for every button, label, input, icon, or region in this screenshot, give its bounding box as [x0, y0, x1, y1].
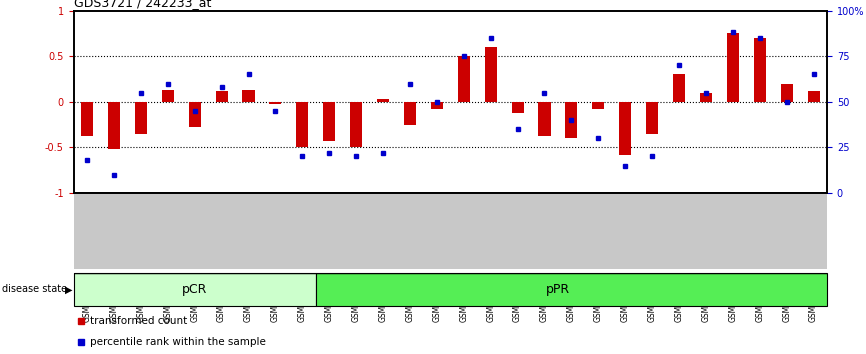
Bar	[296, 102, 308, 147]
Bar	[242, 90, 255, 102]
Bar	[539, 102, 551, 136]
Bar	[619, 102, 631, 155]
Text: ▶: ▶	[65, 284, 73, 295]
Bar	[316, 273, 827, 306]
Text: pCR: pCR	[182, 283, 207, 296]
Bar	[700, 93, 712, 102]
Bar	[727, 33, 739, 102]
Bar	[780, 84, 792, 102]
Bar	[108, 102, 120, 149]
Text: disease state: disease state	[2, 284, 67, 295]
Bar	[135, 102, 147, 134]
Bar	[512, 102, 524, 113]
Bar	[565, 102, 578, 138]
Bar	[74, 273, 316, 306]
Bar	[646, 102, 658, 134]
Bar	[592, 102, 604, 109]
Text: transformed count: transformed count	[90, 316, 187, 326]
Bar	[162, 90, 174, 102]
Bar	[485, 47, 497, 102]
Text: pPR: pPR	[546, 283, 570, 296]
Bar	[350, 102, 362, 147]
Bar	[189, 102, 201, 127]
Bar	[753, 38, 766, 102]
Text: GDS3721 / 242233_at: GDS3721 / 242233_at	[74, 0, 211, 10]
Bar	[269, 102, 281, 104]
Bar	[458, 56, 470, 102]
Bar	[807, 91, 819, 102]
Bar	[430, 102, 443, 109]
Text: percentile rank within the sample: percentile rank within the sample	[90, 337, 266, 348]
Bar	[404, 102, 416, 125]
Bar	[673, 74, 685, 102]
Bar	[377, 99, 389, 102]
Bar	[323, 102, 335, 141]
Bar	[216, 91, 228, 102]
Bar	[81, 102, 94, 136]
